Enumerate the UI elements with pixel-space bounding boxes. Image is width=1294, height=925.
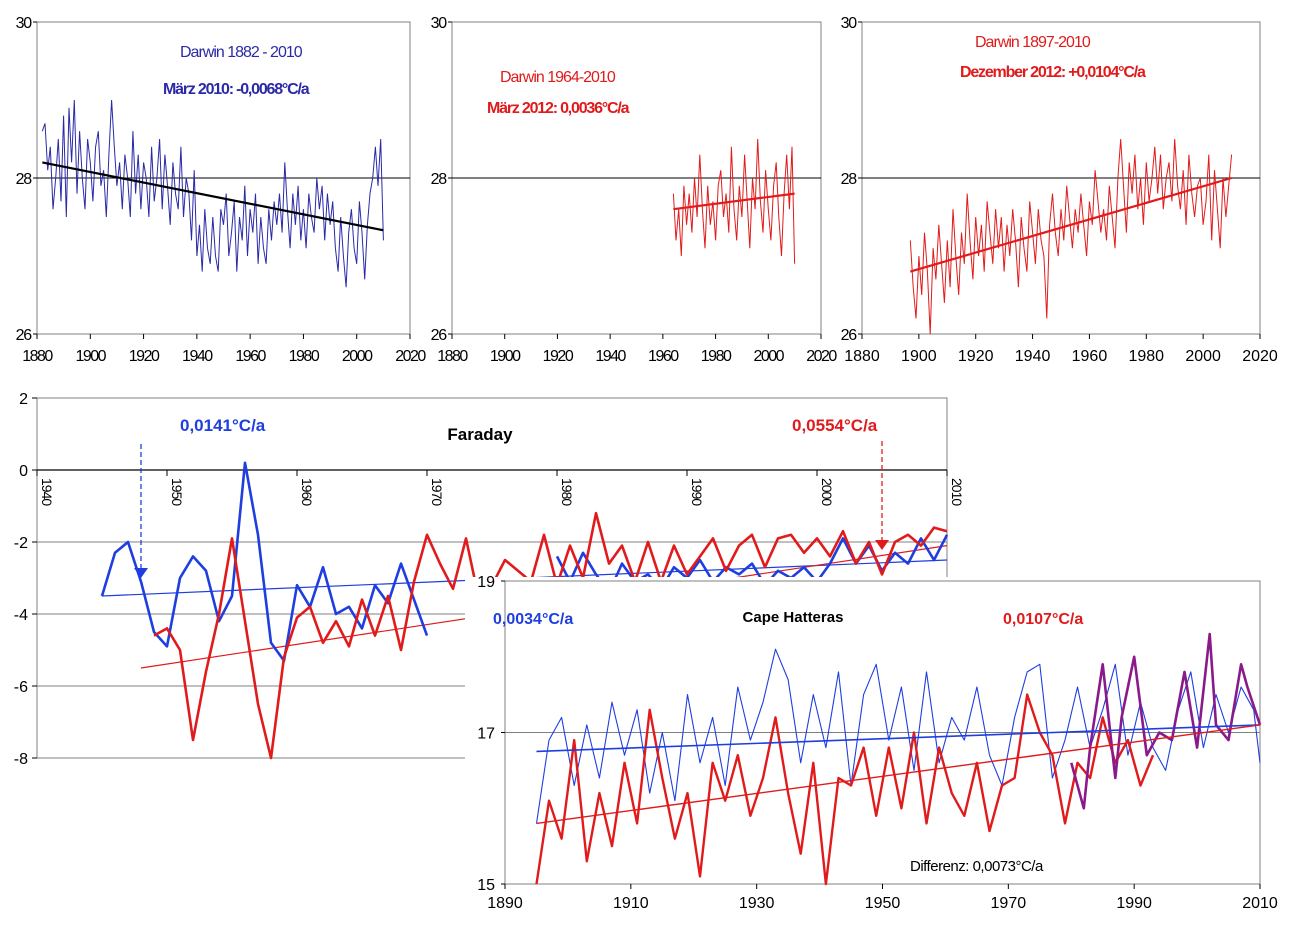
x-tick-label: 1990 <box>689 478 705 506</box>
y-tick-label: 26 <box>841 327 858 344</box>
x-tick-label: 1880 <box>437 348 468 365</box>
series-purple <box>1070 632 1262 810</box>
x-tick-label: 1980 <box>1128 348 1164 365</box>
x-tick-label: 1940 <box>1015 348 1051 365</box>
trend-line-red <box>536 724 1261 825</box>
series-annual-line <box>909 138 1233 335</box>
chart-darwin-1882-2010: 1880 1900 1920 1940 1960 1980 2000 2020 26 28 30 D… <box>16 15 428 365</box>
trend-annotation-red: 0,0107°C/a <box>1003 611 1083 628</box>
x-tick-label: 1950 <box>169 478 185 506</box>
x-tick-label: 1930 <box>739 895 775 912</box>
x-tick-label: 2020 <box>1242 348 1278 365</box>
x-tick-label: 1990 <box>1116 895 1152 912</box>
x-tick-label: 1940 <box>595 348 626 365</box>
x-tick-label: 1940 <box>182 348 213 365</box>
x-tick-label: 1960 <box>235 348 266 365</box>
series-blue-segment-2 <box>555 534 949 594</box>
x-tick-label: 2000 <box>1185 348 1221 365</box>
y-tick-label: 28 <box>16 171 33 188</box>
y-tick-label: 26 <box>16 327 33 344</box>
x-tick-label: 2020 <box>806 348 837 365</box>
x-tick-label: 2020 <box>395 348 426 365</box>
x-tick-label: 1920 <box>543 348 574 365</box>
x-tick-label: 1970 <box>991 895 1027 912</box>
chart-cape-hatteras: 15 17 19 1890 1910 1930 1950 1970 1990 2010 Cape … <box>465 574 1292 923</box>
trend-annotation-blue: 0,0141°C/a <box>180 416 266 435</box>
x-tick-label: 1960 <box>299 478 315 506</box>
y-tick-label: 15 <box>477 877 495 894</box>
x-tick-label: 1980 <box>289 348 320 365</box>
x-tick-label: 1940 <box>39 478 55 506</box>
x-tick-label: 1910 <box>613 895 649 912</box>
x-tick-label: 1980 <box>701 348 732 365</box>
x-tick-label: 1920 <box>958 348 994 365</box>
x-tick-label: 2010 <box>1242 895 1278 912</box>
chart-darwin-1897-2010: 1880 1900 1920 1940 1960 1980 2000 2020 26 28 30 D… <box>841 15 1278 365</box>
y-tick-label: 28 <box>841 171 858 188</box>
trend-line <box>673 192 795 211</box>
arrow-head-icon <box>134 568 148 578</box>
y-tick-label: -8 <box>14 751 28 768</box>
chart-title: Darwin 1964-2010 <box>500 69 616 86</box>
y-tick-label: 30 <box>431 15 448 32</box>
arrow-head-icon <box>875 540 889 550</box>
trend-line <box>910 176 1232 273</box>
y-tick-label: -2 <box>14 535 28 552</box>
x-tick-label: 1880 <box>844 348 880 365</box>
x-tick-label: 1920 <box>129 348 160 365</box>
y-tick-label: -4 <box>14 607 28 624</box>
x-tick-label: 2000 <box>342 348 373 365</box>
trend-annotation-red: 0,0554°C/a <box>792 416 878 435</box>
y-tick-label: 17 <box>477 726 495 743</box>
trend-line <box>42 161 384 232</box>
x-tick-label: 1960 <box>648 348 679 365</box>
x-tick-label: 1900 <box>75 348 106 365</box>
x-tick-label: 1900 <box>901 348 937 365</box>
series-annual-line <box>41 99 384 288</box>
y-tick-label: -6 <box>14 679 28 696</box>
x-tick-label: 1950 <box>865 895 901 912</box>
trend-annotation: Dezember 2012: +0,0104°C/a <box>960 64 1146 81</box>
trend-annotation-blue: 0,0034°C/a <box>493 611 573 628</box>
x-tick-label: 2000 <box>753 348 784 365</box>
y-tick-label: 30 <box>16 15 33 32</box>
chart-darwin-1964-2010: 1880 1900 1920 1940 1960 1980 2000 2020 26 28 30 D… <box>431 15 839 365</box>
x-tick-label: 1960 <box>1072 348 1108 365</box>
chart-title: Darwin 1882 - 2010 <box>180 44 303 61</box>
x-tick-label: 1970 <box>429 478 445 506</box>
y-tick-label: 30 <box>841 15 858 32</box>
x-tick-label: 1880 <box>22 348 53 365</box>
trend-line-blue <box>536 724 1261 753</box>
chart-title: Faraday <box>447 425 513 444</box>
y-tick-label: 28 <box>431 171 448 188</box>
y-tick-label: 0 <box>19 463 28 480</box>
y-tick-label: 19 <box>477 574 495 591</box>
series-red <box>153 511 948 760</box>
x-tick-label: 1980 <box>559 478 575 506</box>
series-annual-line <box>672 138 796 264</box>
trend-annotation: März 2010: -0,0068°C/a <box>163 81 310 98</box>
difference-annotation: Differenz: 0,0073°C/a <box>910 858 1044 875</box>
y-tick-label: 26 <box>431 327 448 344</box>
y-tick-label: 2 <box>19 391 28 408</box>
x-tick-label: 2000 <box>819 478 835 506</box>
x-tick-label: 1890 <box>487 895 523 912</box>
trend-annotation: März 2012: 0,0036°C/a <box>487 100 630 117</box>
x-tick-label: 2010 <box>949 478 965 506</box>
chart-title: Darwin 1897-2010 <box>975 34 1091 51</box>
x-tick-label: 1900 <box>490 348 521 365</box>
chart-title: Cape Hatteras <box>743 609 844 626</box>
